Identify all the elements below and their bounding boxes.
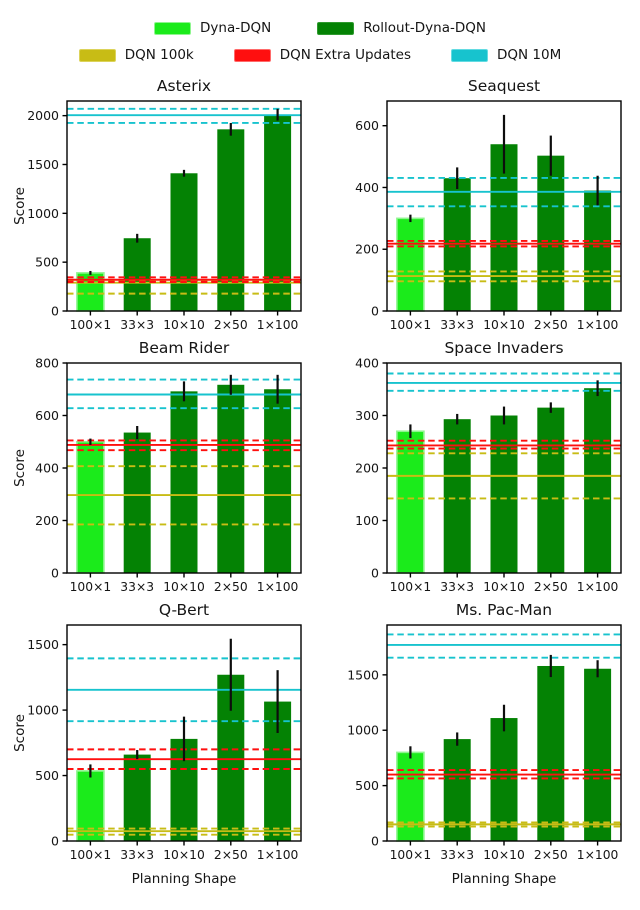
svg-text:33×3: 33×3 bbox=[440, 580, 474, 594]
chart-seaquest: 0 200 400 600 100×1 33×3 10×10 2×50 1×100 Seaques… bbox=[355, 77, 622, 332]
svg-text:200: 200 bbox=[35, 513, 59, 528]
svg-text:500: 500 bbox=[355, 778, 379, 793]
dyna-dqn-swatch-icon bbox=[154, 21, 192, 35]
svg-text:200: 200 bbox=[355, 461, 379, 476]
svg-text:1×100: 1×100 bbox=[577, 318, 619, 332]
svg-text:500: 500 bbox=[35, 255, 59, 270]
svg-text:Score: Score bbox=[12, 187, 28, 225]
svg-text:2×50: 2×50 bbox=[534, 580, 568, 594]
dqn-100k-swatch-icon bbox=[78, 48, 116, 62]
svg-text:1000: 1000 bbox=[27, 206, 59, 221]
dqn-10m-swatch-icon bbox=[451, 48, 488, 62]
svg-text:0: 0 bbox=[51, 566, 59, 581]
svg-text:1×100: 1×100 bbox=[577, 848, 619, 862]
legend-row-2: DQN 100k DQN Extra Updates DQN 10M bbox=[0, 47, 640, 63]
chart-grid: 0 500 1000 1500 2000 100×1 33×3 10×10 2×50 1×100 A… bbox=[0, 74, 640, 890]
svg-text:0: 0 bbox=[371, 834, 379, 849]
svg-text:33×3: 33×3 bbox=[120, 318, 154, 332]
svg-text:100×1: 100×1 bbox=[70, 580, 112, 594]
svg-text:100×1: 100×1 bbox=[390, 318, 432, 332]
svg-text:0: 0 bbox=[51, 834, 59, 849]
legend-item-rollout-dyna-dqn: Rollout-Dyna-DQN bbox=[317, 20, 486, 36]
svg-text:300: 300 bbox=[355, 408, 379, 423]
chart-q-bert: 0 500 1000 1500 100×1 33×3 10×10 2×50 1×100 Q-Ber… bbox=[12, 601, 302, 887]
legend-label: Rollout-Dyna-DQN bbox=[363, 20, 486, 36]
svg-text:400: 400 bbox=[355, 180, 379, 195]
svg-text:Beam Rider: Beam Rider bbox=[139, 339, 230, 357]
svg-text:1000: 1000 bbox=[27, 703, 59, 718]
svg-text:10×10: 10×10 bbox=[163, 848, 205, 862]
legend: Dyna-DQN Rollout-Dyna-DQN DQN 100k DQN E… bbox=[0, 0, 640, 63]
svg-text:10×10: 10×10 bbox=[483, 848, 525, 862]
legend-item-dqn-100k: DQN 100k bbox=[78, 47, 194, 63]
svg-text:100×1: 100×1 bbox=[70, 318, 112, 332]
svg-text:Asterix: Asterix bbox=[157, 77, 211, 95]
svg-text:10×10: 10×10 bbox=[163, 318, 205, 332]
svg-text:1500: 1500 bbox=[347, 667, 379, 682]
legend-label: DQN 10M bbox=[497, 47, 562, 63]
legend-item-dyna-dqn: Dyna-DQN bbox=[154, 20, 271, 36]
chart-ms-pac-man: 0 500 1000 1500 100×1 33×3 10×10 2×50 1×100 Ms. P… bbox=[347, 601, 622, 887]
svg-text:1×100: 1×100 bbox=[257, 318, 299, 332]
svg-text:33×3: 33×3 bbox=[440, 848, 474, 862]
svg-text:10×10: 10×10 bbox=[163, 580, 205, 594]
svg-text:0: 0 bbox=[371, 304, 379, 319]
svg-text:100×1: 100×1 bbox=[390, 580, 432, 594]
svg-text:10×10: 10×10 bbox=[483, 580, 525, 594]
svg-text:0: 0 bbox=[51, 304, 59, 319]
chart-beam-rider: 0 200 400 600 800 100×1 33×3 10×10 2×50 1×100 Beam… bbox=[12, 339, 302, 594]
svg-text:600: 600 bbox=[355, 118, 379, 133]
dqn-extra-updates-swatch-icon bbox=[233, 48, 271, 62]
svg-text:1×100: 1×100 bbox=[257, 580, 299, 594]
svg-text:33×3: 33×3 bbox=[120, 848, 154, 862]
svg-text:Score: Score bbox=[12, 714, 28, 752]
svg-text:Seaquest: Seaquest bbox=[468, 77, 540, 95]
svg-text:1500: 1500 bbox=[27, 157, 59, 172]
chart-space-invaders: 0 100 200 300 400 100×1 33×3 10×10 2×50 1×100 Spac… bbox=[355, 339, 622, 594]
svg-text:Score: Score bbox=[12, 449, 28, 487]
svg-text:Ms. Pac-Man: Ms. Pac-Man bbox=[456, 601, 552, 619]
svg-text:600: 600 bbox=[35, 408, 59, 423]
svg-text:2×50: 2×50 bbox=[214, 580, 248, 594]
legend-label: DQN Extra Updates bbox=[279, 47, 411, 63]
svg-text:2×50: 2×50 bbox=[214, 848, 248, 862]
svg-text:400: 400 bbox=[35, 461, 59, 476]
svg-text:100: 100 bbox=[355, 513, 379, 528]
svg-text:2×50: 2×50 bbox=[534, 848, 568, 862]
rollout-dyna-dqn-swatch-icon bbox=[317, 21, 355, 35]
svg-text:10×10: 10×10 bbox=[483, 318, 525, 332]
svg-text:Q-Bert: Q-Bert bbox=[159, 601, 209, 619]
svg-text:Planning Shape: Planning Shape bbox=[452, 871, 557, 887]
svg-text:33×3: 33×3 bbox=[120, 580, 154, 594]
svg-text:2×50: 2×50 bbox=[534, 318, 568, 332]
svg-text:400: 400 bbox=[355, 356, 379, 371]
svg-text:200: 200 bbox=[355, 242, 379, 257]
svg-text:Planning Shape: Planning Shape bbox=[132, 871, 237, 887]
svg-text:500: 500 bbox=[35, 768, 59, 783]
legend-item-dqn-extra-updates: DQN Extra Updates bbox=[233, 47, 411, 63]
legend-row-1: Dyna-DQN Rollout-Dyna-DQN bbox=[0, 20, 640, 36]
svg-text:1×100: 1×100 bbox=[577, 580, 619, 594]
legend-label: Dyna-DQN bbox=[200, 20, 272, 36]
svg-text:1500: 1500 bbox=[27, 637, 59, 652]
svg-text:2×50: 2×50 bbox=[214, 318, 248, 332]
legend-item-dqn-10m: DQN 10M bbox=[451, 47, 561, 63]
svg-text:0: 0 bbox=[371, 566, 379, 581]
chart-asterix: 0 500 1000 1500 2000 100×1 33×3 10×10 2×50 1×100 A… bbox=[12, 77, 302, 332]
svg-text:Space Invaders: Space Invaders bbox=[444, 339, 563, 357]
svg-text:33×3: 33×3 bbox=[440, 318, 474, 332]
legend-label: DQN 100k bbox=[124, 47, 194, 63]
svg-text:2000: 2000 bbox=[27, 108, 59, 123]
svg-text:100×1: 100×1 bbox=[390, 848, 432, 862]
svg-text:100×1: 100×1 bbox=[70, 848, 112, 862]
svg-text:1000: 1000 bbox=[347, 723, 379, 738]
svg-text:1×100: 1×100 bbox=[257, 848, 299, 862]
svg-text:800: 800 bbox=[35, 356, 59, 371]
